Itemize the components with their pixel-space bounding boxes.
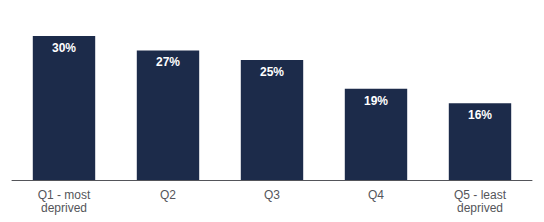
svg-text:Q2: Q2: [160, 188, 176, 202]
svg-text:Q4: Q4: [368, 188, 384, 202]
svg-text:deprived: deprived: [41, 201, 87, 215]
svg-text:19%: 19%: [364, 94, 388, 108]
svg-text:16%: 16%: [468, 108, 492, 122]
svg-text:Q3: Q3: [264, 188, 280, 202]
svg-text:Q5 - least: Q5 - least: [454, 188, 507, 202]
svg-text:25%: 25%: [260, 65, 284, 79]
svg-text:Q1 - most: Q1 - most: [38, 188, 91, 202]
svg-text:deprived: deprived: [457, 201, 503, 215]
svg-text:30%: 30%: [52, 41, 76, 55]
svg-text:27%: 27%: [156, 55, 180, 69]
